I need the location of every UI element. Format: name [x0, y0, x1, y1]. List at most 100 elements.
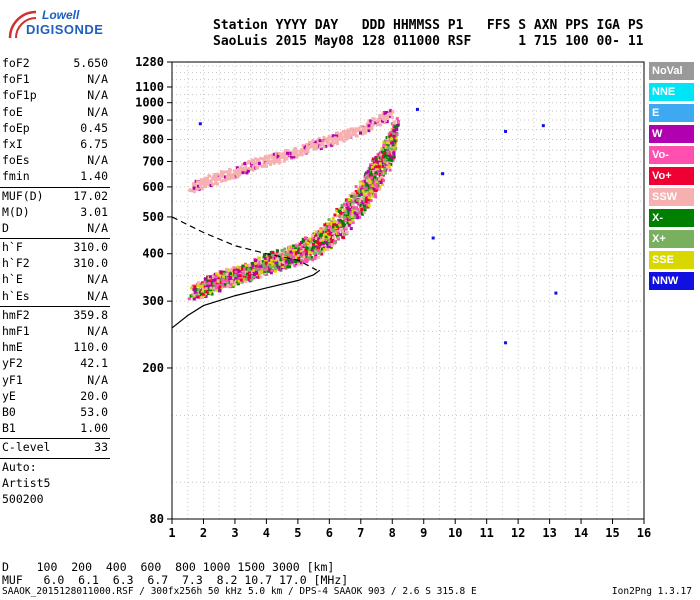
- echo-point: [289, 255, 293, 259]
- y-tick-label: 500: [142, 210, 164, 224]
- echo-point: [199, 296, 203, 300]
- echo-point: [323, 223, 327, 227]
- echo-point: [327, 234, 331, 238]
- echo-point: [335, 224, 339, 228]
- echo-point: [273, 269, 277, 273]
- echo-point: [363, 130, 367, 134]
- echo-point: [198, 181, 202, 185]
- echo-point: [238, 169, 242, 173]
- echo-point: [363, 179, 367, 183]
- echo-point: [287, 261, 291, 265]
- echo-point: [301, 252, 305, 256]
- echo-point: [352, 194, 356, 198]
- echo-point: [379, 150, 383, 154]
- echo-point: [268, 258, 272, 262]
- echo-point: [203, 277, 207, 281]
- echo-point: [263, 268, 267, 272]
- echo-point: [197, 288, 201, 292]
- echo-point: [385, 156, 389, 160]
- echo-point: [249, 263, 253, 267]
- x-tick-label: 6: [326, 526, 333, 540]
- echo-point: [339, 211, 343, 215]
- param-name: B0: [2, 404, 16, 419]
- echo-point: [355, 206, 359, 210]
- echo-point: [394, 147, 398, 151]
- echo-point: [383, 112, 387, 116]
- echo-point: [374, 171, 378, 175]
- echo-point: [299, 150, 303, 154]
- echo-point: [306, 148, 310, 152]
- echo-point: [223, 284, 227, 288]
- echo-point: [390, 115, 394, 119]
- param-row: C-level 33: [0, 440, 112, 456]
- echo-point: [242, 275, 246, 279]
- echo-point: [357, 189, 361, 193]
- echo-point: [190, 286, 194, 290]
- echo-point: [277, 151, 281, 155]
- echo-point: [295, 262, 299, 266]
- echo-point: [298, 242, 302, 246]
- echo-point: [331, 139, 335, 143]
- echo-point: [355, 191, 359, 195]
- echo-point: [365, 175, 369, 179]
- echo-point: [338, 135, 342, 139]
- echo-point: [261, 262, 265, 266]
- echo-point: [360, 199, 364, 203]
- echo-point: [313, 247, 317, 251]
- echo-point: [263, 265, 267, 269]
- echo-point: [360, 207, 364, 211]
- param-value: 0.45: [80, 120, 108, 135]
- param-row: h`E N/A: [0, 272, 112, 288]
- echo-point: [203, 185, 207, 189]
- echo-point: [281, 257, 285, 261]
- muf-distance-row: D 100 200 400 600 800 1000 1500 3000 [km…: [2, 560, 335, 574]
- echo-point: [373, 175, 377, 179]
- echo-point: [234, 277, 238, 281]
- echo-point: [312, 239, 316, 243]
- echo-point: [263, 157, 267, 161]
- echo-point: [329, 237, 333, 241]
- echo-point: [289, 151, 293, 155]
- echo-point: [280, 255, 284, 259]
- echo-point: [211, 182, 215, 186]
- echo-point: [236, 265, 240, 269]
- echo-point: [247, 268, 251, 272]
- param-name: yF2: [2, 356, 23, 371]
- echo-point: [384, 171, 388, 175]
- echo-point: [384, 114, 388, 118]
- echo-point: [365, 193, 369, 197]
- echo-point: [234, 270, 238, 274]
- param-value: N/A: [87, 324, 108, 338]
- echo-point: [373, 183, 377, 187]
- y-tick-label: 400: [142, 247, 164, 261]
- echo-point: [199, 186, 203, 190]
- echo-point: [335, 222, 339, 226]
- echo-point: [284, 252, 288, 256]
- echo-point: [309, 244, 313, 248]
- echo-point: [315, 236, 319, 240]
- echo-point: [268, 261, 272, 265]
- echo-point: [504, 341, 508, 345]
- echo-point: [351, 213, 355, 217]
- param-row: fxI 6.75: [0, 137, 112, 153]
- echo-point: [389, 162, 393, 166]
- echo-point: [379, 123, 383, 127]
- echo-point: [370, 170, 374, 174]
- echo-point: [441, 172, 445, 176]
- echo-point: [356, 193, 360, 197]
- echo-point: [258, 260, 262, 264]
- echo-point: [341, 229, 345, 233]
- echo-point: [259, 275, 263, 279]
- echo-point: [369, 174, 373, 178]
- echo-point: [195, 184, 199, 188]
- echo-point: [301, 245, 305, 249]
- echo-point: [336, 231, 340, 235]
- param-row: D N/A: [0, 221, 112, 237]
- echo-point: [343, 227, 347, 231]
- echo-point: [220, 179, 224, 183]
- echo-point: [371, 184, 375, 188]
- param-row: MUF(D) 17.02: [0, 189, 112, 205]
- echo-point: [316, 140, 320, 144]
- echo-point: [244, 167, 248, 171]
